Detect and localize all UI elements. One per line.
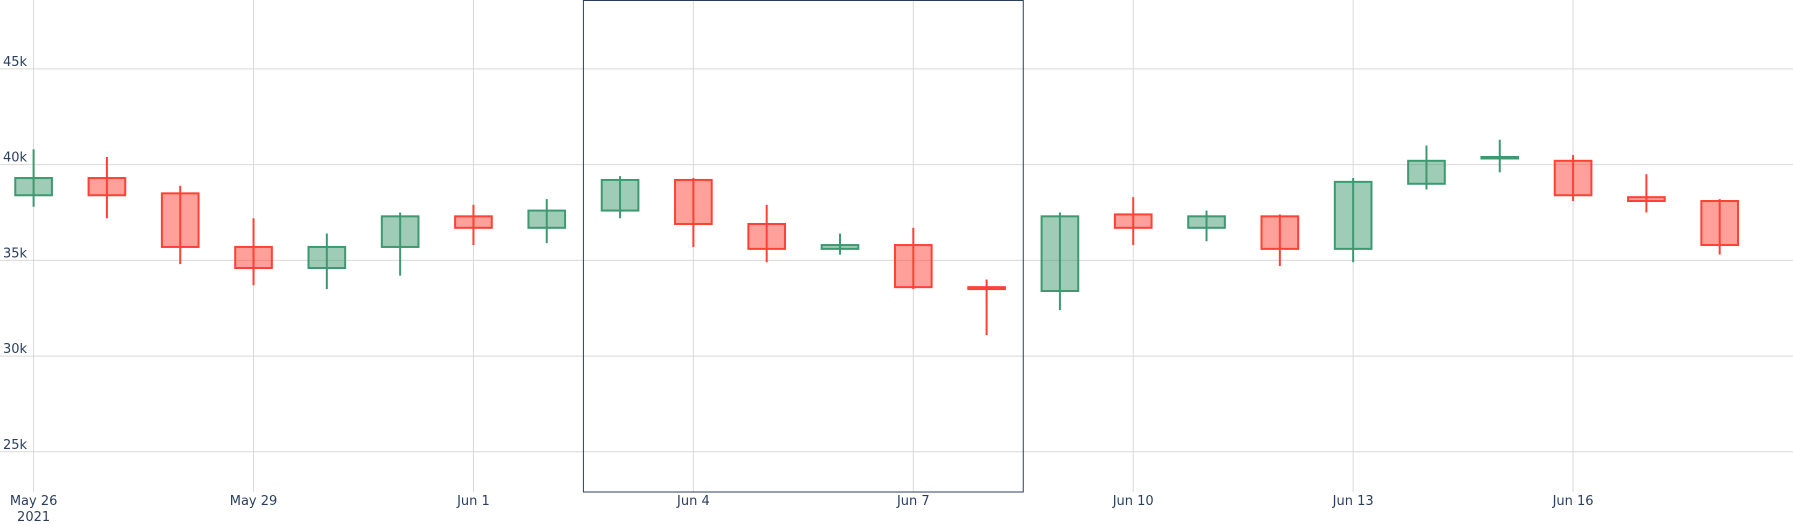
candle-body	[1627, 196, 1666, 203]
candle-body	[893, 244, 933, 289]
candle	[747, 204, 787, 263]
candle-body	[1187, 215, 1226, 229]
candle-body	[1553, 159, 1593, 197]
candle-body	[1260, 215, 1300, 250]
candle	[234, 218, 273, 286]
candle-body	[747, 222, 787, 250]
candle-body	[1407, 159, 1446, 185]
candle	[600, 176, 640, 219]
candles	[14, 139, 1740, 336]
x-tick-label: May 29	[230, 494, 278, 509]
x-tick-label: Jun 1	[456, 494, 490, 509]
y-tick-label: 45k	[3, 55, 28, 70]
x-tick-label: Jun 4	[676, 494, 710, 509]
y-tick-label: 25k	[3, 438, 28, 453]
candle	[1407, 145, 1446, 190]
candle	[160, 185, 200, 265]
candle	[454, 204, 493, 246]
candle-body	[1040, 215, 1080, 292]
x-tick-label: Jun 10	[1112, 494, 1154, 509]
x-tick-label: Jun 7	[896, 494, 930, 509]
candle	[1187, 210, 1226, 242]
candle	[893, 227, 933, 290]
candle-body	[87, 177, 127, 197]
candle-body	[1113, 213, 1153, 229]
candle-body	[1700, 200, 1740, 247]
candle-body	[600, 178, 640, 212]
x-tick-sublabel: 2021	[17, 510, 50, 525]
candle-body	[527, 209, 567, 229]
y-tick-label: 40k	[3, 151, 28, 166]
candle	[1480, 139, 1520, 173]
y-axis: 25k 30k 35k 40k 45k	[3, 55, 28, 453]
candle	[1040, 212, 1080, 311]
candle-body	[1333, 180, 1373, 250]
candle	[527, 199, 567, 244]
candle-body	[307, 245, 347, 270]
candle	[380, 212, 420, 276]
candle	[1113, 197, 1153, 246]
candle	[14, 149, 53, 207]
candle	[820, 233, 860, 255]
candle-body	[967, 286, 1006, 291]
x-tick-label: May 26	[10, 494, 58, 509]
candle	[1260, 214, 1300, 267]
candle	[1627, 174, 1666, 213]
candle-body	[820, 244, 860, 250]
candle-body	[234, 245, 273, 270]
x-tick-label: Jun 16	[1552, 494, 1594, 509]
highlight-range	[582, 0, 1024, 493]
candle	[1553, 155, 1593, 202]
candle	[307, 233, 347, 290]
highlight-rect	[582, 0, 1024, 493]
candle	[1700, 199, 1740, 255]
candle	[1333, 178, 1373, 263]
candle-body	[674, 178, 713, 225]
candle-body	[14, 177, 53, 197]
y-tick-label: 30k	[3, 342, 28, 357]
candle-body	[1480, 155, 1520, 160]
candle-body	[380, 215, 420, 248]
candle	[674, 178, 713, 247]
candle-body	[160, 192, 200, 248]
candle	[87, 156, 127, 219]
candle	[967, 279, 1006, 336]
x-tick-label: Jun 13	[1332, 494, 1374, 509]
y-tick-label: 35k	[3, 246, 28, 261]
candle-body	[454, 215, 493, 229]
